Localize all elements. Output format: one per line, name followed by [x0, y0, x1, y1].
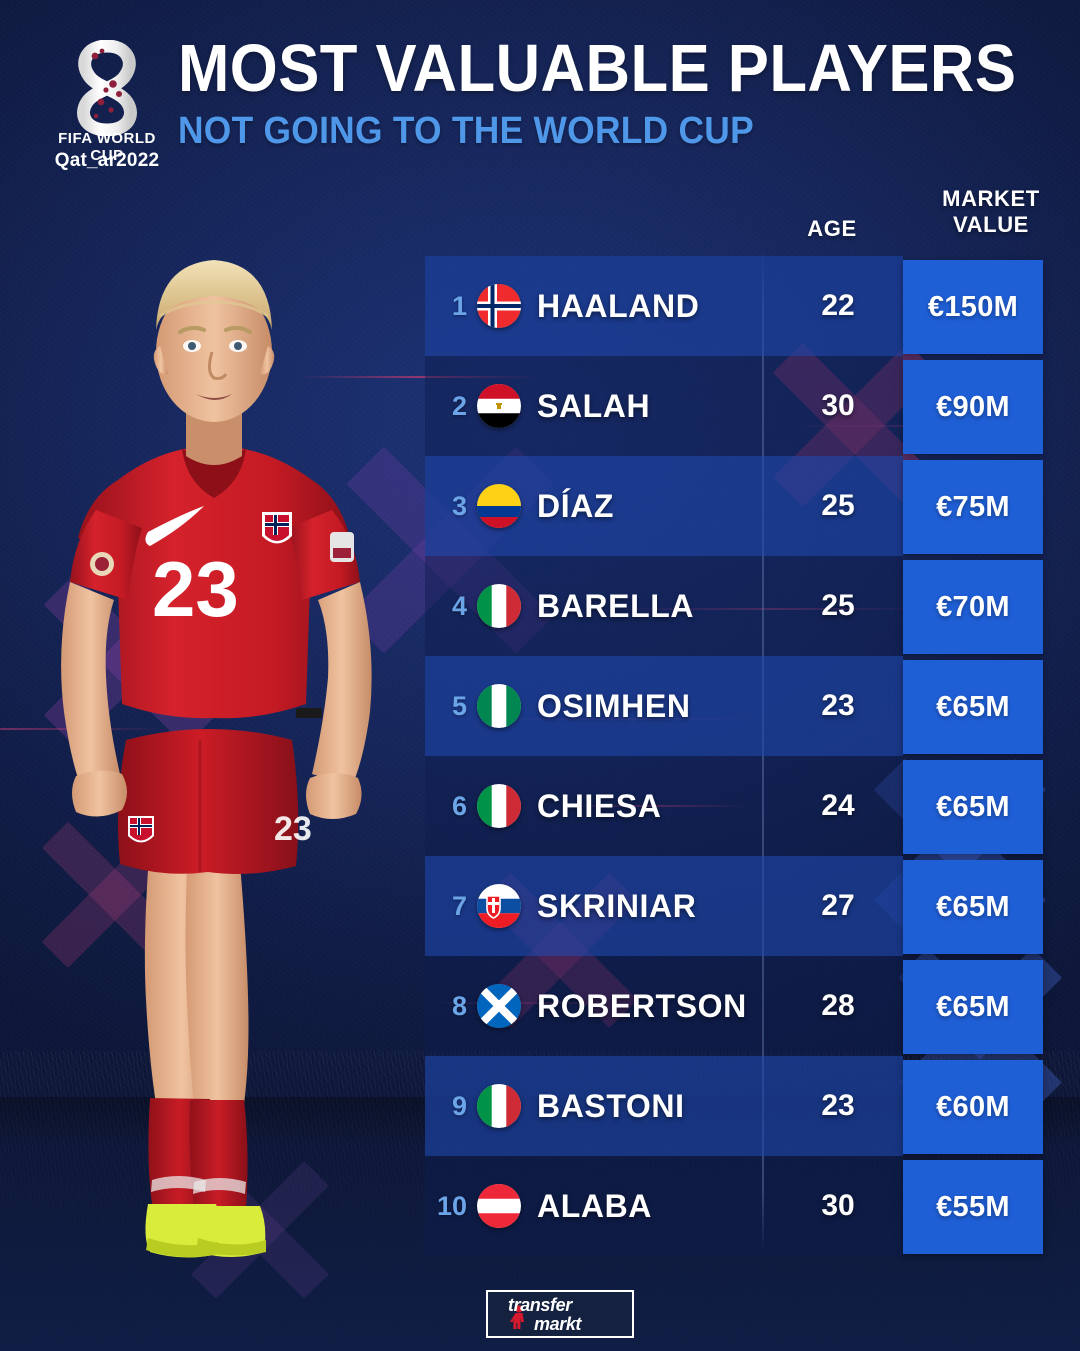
player-name: HAALAND	[537, 287, 700, 324]
fifa-logo-line1: FIFA WORLD CUP	[58, 130, 156, 164]
rank-number: 7	[451, 890, 467, 921]
market-value-text: €65M	[936, 890, 1010, 923]
market-value-text: €65M	[936, 990, 1010, 1023]
table-row[interactable]: 4 BARELLA 25 €70M	[425, 556, 1045, 656]
svg-text:23: 23	[152, 545, 239, 633]
rank-number: 3	[451, 490, 467, 521]
market-value-box: €60M	[903, 1060, 1043, 1154]
player-name: BARELLA	[537, 587, 695, 624]
column-header-market-value-line2: VALUE	[953, 211, 1029, 237]
player-age: 28	[821, 989, 855, 1022]
fifa-world-cup-logo: FIFA WORLD CUP Qat_ar2022	[44, 38, 170, 178]
flag-icon-no	[477, 284, 521, 328]
haaland-photo: 23 23	[0, 180, 430, 1280]
player-name: ROBERTSON	[537, 987, 747, 1024]
market-value-text: €150M	[927, 290, 1019, 323]
rank-number: 4	[451, 590, 467, 621]
flag-icon-ng	[477, 684, 521, 728]
market-value-box: €65M	[903, 760, 1043, 854]
rank-number: 1	[451, 290, 467, 321]
fifa-logo-line2: Qat_ar2022	[54, 150, 160, 171]
flag-icon-at	[477, 1184, 521, 1228]
table-row[interactable]: 9 BASTONI 23 €60M	[425, 1056, 1045, 1156]
market-value-box: €65M	[903, 960, 1043, 1054]
player-age: 25	[821, 589, 855, 622]
player-age: 23	[821, 1089, 855, 1122]
rank-number: 2	[451, 390, 467, 421]
svg-text:23: 23	[274, 810, 312, 848]
market-value-text: €90M	[936, 390, 1010, 423]
market-value-box: €150M	[903, 260, 1043, 354]
table-row[interactable]: 5 OSIMHEN 23 €65M	[425, 656, 1045, 756]
player-age: 30	[821, 1189, 855, 1222]
column-header-age: AGE	[807, 216, 857, 241]
market-value-text: €70M	[936, 590, 1010, 623]
player-age: 30	[821, 389, 855, 422]
flag-icon-co	[477, 484, 521, 528]
rank-number: 8	[451, 990, 467, 1021]
player-name: ALABA	[537, 1187, 652, 1224]
flag-icon-it	[477, 1084, 521, 1128]
transfermarkt-word-top: transfer	[508, 1295, 572, 1315]
flag-icon-it	[477, 584, 521, 628]
header: FIFA WORLD CUP Qat_ar2022 MOST VALUABLE …	[0, 0, 1080, 185]
market-value-box: €65M	[903, 860, 1043, 954]
player-age: 24	[821, 789, 855, 822]
table-row[interactable]: 6 CHIESA 24 €65M	[425, 756, 1045, 856]
table-row[interactable]: 10 ALABA 30 €55M	[425, 1156, 1045, 1256]
market-value-box: €55M	[903, 1160, 1043, 1254]
table-row[interactable]: 2 SALAH 30 €90M	[425, 356, 1045, 456]
transfermarkt-logo[interactable]: transfer markt	[486, 1290, 634, 1338]
market-value-text: €65M	[936, 690, 1010, 723]
rank-number: 9	[451, 1090, 467, 1121]
player-age: 22	[821, 289, 855, 322]
player-age: 25	[821, 489, 855, 522]
page-subtitle: NOT GOING TO THE WORLD CUP	[178, 109, 754, 152]
player-age: 23	[821, 689, 855, 722]
flag-icon-sk	[477, 884, 521, 928]
player-name: SALAH	[537, 387, 651, 424]
table-row[interactable]: 1 HAALAND 22 €150M	[425, 256, 1045, 356]
flag-icon-it	[477, 784, 521, 828]
player-name: OSIMHEN	[537, 687, 691, 724]
rank-number: 5	[451, 690, 467, 721]
fifa-trophy-ribbon-icon	[77, 40, 137, 136]
market-value-text: €65M	[936, 790, 1010, 823]
rankings-table: 1 HAALAND 22 €150M 2 SALAH 30 €90M 3 DÍAZ 25 €75M 4 B…	[425, 256, 1045, 1256]
title-block: MOST VALUABLE PLAYERS NOT GOING TO THE W…	[178, 31, 1080, 152]
market-value-text: €75M	[936, 490, 1010, 523]
table-row[interactable]: 7 SKRINIAR 27 €65M	[425, 856, 1045, 956]
table-row[interactable]: 8 ROBERTSON 28 €65M	[425, 956, 1045, 1056]
market-value-box: €90M	[903, 360, 1043, 454]
player-name: SKRINIAR	[537, 887, 697, 924]
transfermarkt-word-bottom: markt	[534, 1314, 582, 1334]
market-value-text: €55M	[936, 1190, 1010, 1223]
market-value-box: €75M	[903, 460, 1043, 554]
market-value-box: €65M	[903, 660, 1043, 754]
rank-number: 10	[436, 1190, 467, 1221]
column-header-market-value-line1: MARKET	[942, 186, 1040, 211]
player-name: BASTONI	[537, 1087, 685, 1124]
market-value-box: €70M	[903, 560, 1043, 654]
player-name: CHIESA	[537, 787, 662, 824]
market-value-text: €60M	[936, 1090, 1010, 1123]
player-name: DÍAZ	[537, 487, 615, 524]
player-age: 27	[821, 889, 855, 922]
page-title: MOST VALUABLE PLAYERS	[178, 31, 1017, 106]
flag-icon-sc	[477, 984, 521, 1028]
flag-icon-eg	[477, 384, 521, 428]
table-row[interactable]: 3 DÍAZ 25 €75M	[425, 456, 1045, 556]
rank-number: 6	[451, 790, 467, 821]
column-header-market-value: MARKET VALUE	[902, 186, 1080, 238]
transfermarkt-player-figure-icon	[509, 1305, 524, 1329]
